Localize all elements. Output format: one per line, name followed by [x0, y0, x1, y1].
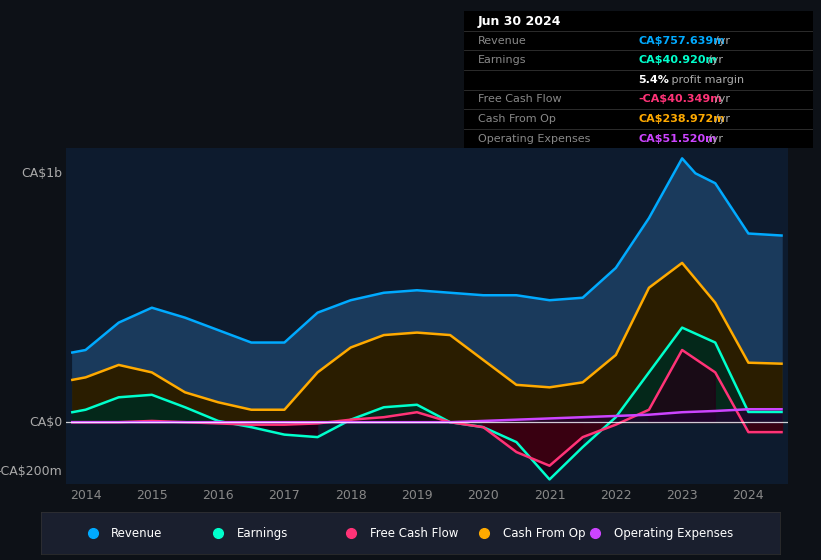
- Text: /yr: /yr: [708, 134, 723, 143]
- Text: Revenue: Revenue: [478, 36, 526, 45]
- Text: Cash From Op: Cash From Op: [502, 527, 585, 540]
- Text: /yr: /yr: [715, 36, 730, 45]
- Text: Operating Expenses: Operating Expenses: [613, 527, 733, 540]
- Text: 5.4%: 5.4%: [639, 75, 669, 85]
- Text: Free Cash Flow: Free Cash Flow: [478, 95, 562, 104]
- Text: CA$0: CA$0: [29, 416, 62, 428]
- Text: profit margin: profit margin: [668, 75, 745, 85]
- Text: CA$757.639m: CA$757.639m: [639, 36, 725, 45]
- Text: CA$1b: CA$1b: [21, 167, 62, 180]
- Text: Cash From Op: Cash From Op: [478, 114, 556, 124]
- Text: Jun 30 2024: Jun 30 2024: [478, 15, 562, 27]
- Text: Operating Expenses: Operating Expenses: [478, 134, 590, 143]
- Text: -CA$200m: -CA$200m: [0, 465, 62, 478]
- Text: Earnings: Earnings: [478, 55, 526, 65]
- Text: CA$40.920m: CA$40.920m: [639, 55, 718, 65]
- Text: CA$238.972m: CA$238.972m: [639, 114, 725, 124]
- Text: CA$51.520m: CA$51.520m: [639, 134, 717, 143]
- Text: /yr: /yr: [715, 95, 730, 104]
- Text: /yr: /yr: [715, 114, 730, 124]
- Text: Earnings: Earnings: [237, 527, 288, 540]
- Text: -CA$40.349m: -CA$40.349m: [639, 95, 722, 104]
- Text: Free Cash Flow: Free Cash Flow: [370, 527, 458, 540]
- Text: Revenue: Revenue: [112, 527, 163, 540]
- Text: /yr: /yr: [708, 55, 723, 65]
